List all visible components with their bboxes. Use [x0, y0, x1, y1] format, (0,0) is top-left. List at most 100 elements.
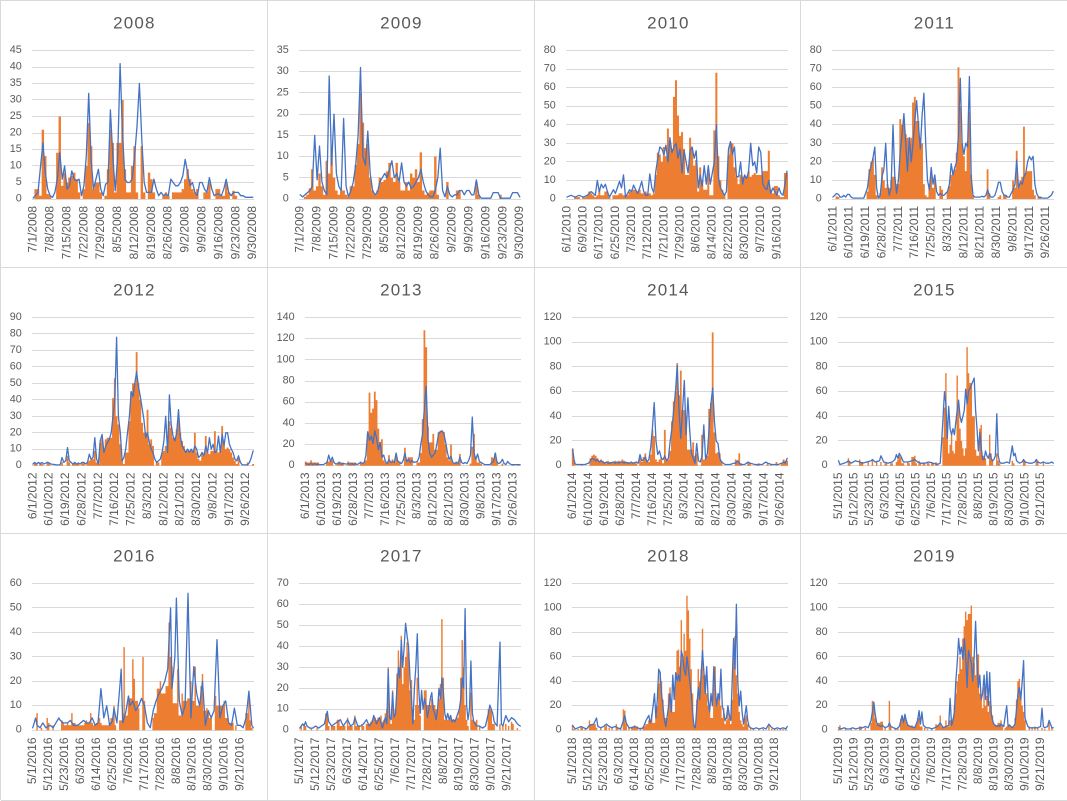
svg-text:2017: 2017 [380, 547, 423, 566]
svg-text:9/21/2016: 9/21/2016 [233, 737, 247, 791]
svg-text:7/1/2008: 7/1/2008 [26, 206, 40, 253]
svg-text:7/17/2019: 7/17/2019 [940, 737, 954, 791]
svg-text:7/7/2011: 7/7/2011 [891, 206, 905, 252]
svg-text:50: 50 [543, 100, 555, 112]
svg-text:8/19/2019: 8/19/2019 [987, 737, 1001, 791]
svg-text:6/25/2010: 6/25/2010 [607, 206, 621, 260]
svg-text:9/21/2015: 9/21/2015 [1033, 472, 1047, 526]
svg-text:5/12/2016: 5/12/2016 [41, 737, 55, 791]
svg-text:7/21/2010: 7/21/2010 [656, 206, 670, 260]
svg-text:9/8/2011: 9/8/2011 [1006, 206, 1020, 252]
svg-text:6/28/2012: 6/28/2012 [74, 472, 88, 526]
svg-text:7/6/2018: 7/6/2018 [658, 737, 672, 784]
svg-text:120: 120 [543, 577, 561, 589]
svg-text:70: 70 [277, 577, 289, 589]
svg-text:8/12/2013: 8/12/2013 [425, 472, 439, 526]
svg-text:40: 40 [277, 640, 289, 652]
svg-text:7/28/2018: 7/28/2018 [689, 737, 703, 791]
svg-text:6/9/2010: 6/9/2010 [575, 206, 589, 253]
svg-text:70: 70 [10, 344, 22, 356]
svg-text:60: 60 [10, 577, 22, 589]
svg-text:7/7/2014: 7/7/2014 [628, 472, 642, 519]
svg-text:20: 20 [816, 434, 828, 446]
svg-text:40: 40 [282, 417, 294, 429]
svg-text:9/2/2008: 9/2/2008 [178, 206, 192, 253]
svg-text:9/21/2017: 9/21/2017 [499, 737, 513, 791]
svg-text:2012: 2012 [113, 280, 156, 299]
svg-text:60: 60 [543, 81, 555, 93]
svg-text:6/14/2018: 6/14/2018 [627, 737, 641, 791]
svg-text:20: 20 [277, 108, 289, 120]
svg-text:9/10/2019: 9/10/2019 [1018, 737, 1032, 791]
svg-text:9/26/2011: 9/26/2011 [1038, 206, 1052, 259]
svg-text:60: 60 [816, 385, 828, 397]
svg-text:8/19/2016: 8/19/2016 [185, 737, 199, 791]
svg-text:6/25/2017: 6/25/2017 [372, 737, 386, 791]
svg-text:9/10/2018: 9/10/2018 [751, 737, 765, 791]
svg-text:5/1/2019: 5/1/2019 [831, 737, 845, 784]
svg-text:7/25/2011: 7/25/2011 [924, 206, 938, 259]
svg-text:5/12/2018: 5/12/2018 [580, 737, 594, 791]
svg-text:100: 100 [810, 602, 828, 614]
svg-text:7/7/2012: 7/7/2012 [91, 472, 105, 519]
svg-text:70: 70 [810, 63, 822, 75]
svg-text:8/19/2008: 8/19/2008 [144, 206, 158, 260]
svg-text:9/17/2014: 9/17/2014 [756, 472, 770, 526]
svg-text:8/30/2014: 8/30/2014 [724, 472, 738, 526]
svg-text:8/30/2012: 8/30/2012 [189, 472, 203, 526]
svg-text:30: 30 [810, 137, 822, 149]
svg-text:7/6/2016: 7/6/2016 [121, 737, 135, 784]
svg-text:10: 10 [277, 150, 289, 162]
svg-text:80: 80 [549, 360, 561, 372]
svg-text:8/30/2011: 8/30/2011 [989, 206, 1003, 259]
svg-text:6/3/2019: 6/3/2019 [878, 737, 892, 784]
svg-text:35: 35 [10, 77, 22, 89]
svg-text:0: 0 [283, 192, 289, 204]
svg-text:6/14/2015: 6/14/2015 [893, 472, 907, 526]
svg-text:20: 20 [549, 434, 561, 446]
svg-text:6/1/2014: 6/1/2014 [565, 472, 579, 519]
svg-text:8/5/2009: 8/5/2009 [377, 206, 391, 253]
svg-text:9/2/2009: 9/2/2009 [444, 206, 458, 253]
svg-text:40: 40 [543, 118, 555, 130]
svg-text:2010: 2010 [647, 13, 690, 32]
svg-text:8/30/2016: 8/30/2016 [201, 737, 215, 791]
svg-text:7/6/2015: 7/6/2015 [924, 472, 938, 519]
svg-text:10: 10 [10, 442, 22, 454]
svg-text:100: 100 [543, 335, 561, 347]
svg-text:5: 5 [283, 171, 289, 183]
svg-text:9/10/2016: 9/10/2016 [217, 737, 231, 791]
svg-text:8/19/2015: 8/19/2015 [987, 472, 1001, 526]
svg-text:9/26/2014: 9/26/2014 [772, 472, 786, 526]
svg-text:50: 50 [810, 100, 822, 112]
svg-text:5/12/2015: 5/12/2015 [847, 472, 861, 526]
svg-text:8/8/2015: 8/8/2015 [971, 472, 985, 519]
svg-text:60: 60 [549, 385, 561, 397]
svg-text:9/23/2008: 9/23/2008 [228, 206, 242, 260]
svg-text:7/17/2016: 7/17/2016 [137, 737, 151, 791]
svg-text:8/19/2018: 8/19/2018 [720, 737, 734, 791]
svg-text:6/28/2011: 6/28/2011 [875, 206, 889, 259]
svg-text:8/19/2017: 8/19/2017 [451, 737, 465, 791]
svg-text:2009: 2009 [380, 13, 423, 32]
svg-text:7/28/2015: 7/28/2015 [956, 472, 970, 526]
svg-text:100: 100 [276, 353, 294, 365]
svg-text:8/8/2016: 8/8/2016 [169, 737, 183, 784]
svg-text:0: 0 [555, 459, 561, 471]
svg-text:8/30/2019: 8/30/2019 [1002, 737, 1016, 791]
svg-text:5/1/2017: 5/1/2017 [292, 737, 306, 784]
svg-text:8/3/2011: 8/3/2011 [940, 206, 954, 252]
svg-text:25: 25 [10, 110, 22, 122]
svg-text:8/8/2017: 8/8/2017 [436, 737, 450, 784]
svg-text:9/8/2014: 9/8/2014 [740, 472, 754, 519]
svg-text:7/25/2012: 7/25/2012 [124, 472, 138, 526]
svg-text:40: 40 [816, 675, 828, 687]
svg-text:8/3/2012: 8/3/2012 [140, 472, 154, 519]
svg-text:0: 0 [16, 724, 22, 736]
svg-text:5/1/2015: 5/1/2015 [831, 472, 845, 519]
svg-text:7/29/2010: 7/29/2010 [672, 206, 686, 260]
svg-text:7/8/2009: 7/8/2009 [309, 206, 323, 253]
svg-text:9/26/2012: 9/26/2012 [238, 472, 252, 526]
svg-text:80: 80 [810, 44, 822, 56]
svg-text:7/28/2017: 7/28/2017 [420, 737, 434, 791]
